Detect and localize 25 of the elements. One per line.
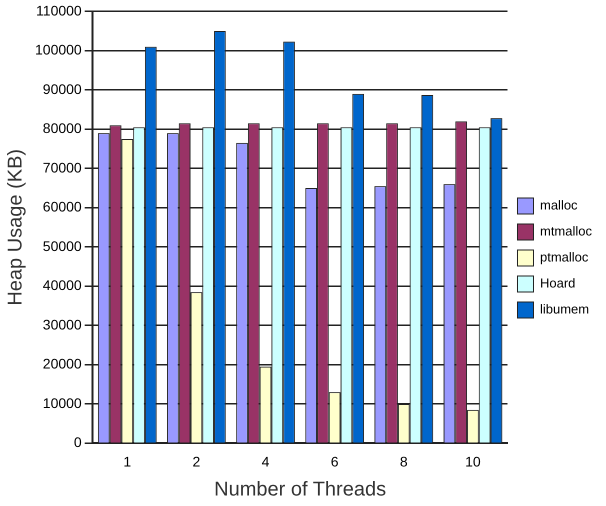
x-tick-label: 2 xyxy=(192,453,201,470)
legend-label: ptmalloc xyxy=(540,250,589,265)
y-tick-label: 60000 xyxy=(42,198,82,215)
y-tick-label: 100000 xyxy=(35,42,82,58)
y-tick-label: 90000 xyxy=(42,80,82,97)
x-tick-label: 4 xyxy=(262,453,270,470)
legend-label: mtmalloc xyxy=(540,224,592,239)
x-tick-label: 1 xyxy=(123,453,132,470)
x-tick-label: 8 xyxy=(400,453,408,470)
x-tick-label: 10 xyxy=(465,453,481,470)
y-tick-label: 40000 xyxy=(42,277,82,294)
y-tick-label: 80000 xyxy=(42,120,82,136)
x-axis-title: Number of Threads xyxy=(214,478,386,501)
y-tick-label: 70000 xyxy=(42,159,82,176)
y-tick-label: 50000 xyxy=(42,238,82,254)
legend-label: malloc xyxy=(540,198,578,213)
y-axis-title: Heap Usage (KB) xyxy=(4,148,27,306)
legend-label: Hoard xyxy=(540,276,576,291)
y-tick-label: 20000 xyxy=(42,356,82,372)
y-tick-label: 30000 xyxy=(42,316,82,332)
y-tick-label: 10000 xyxy=(42,394,82,411)
y-tick-label: 110000 xyxy=(36,2,82,18)
legend-label: libumem xyxy=(540,302,590,317)
x-tick-label: 6 xyxy=(330,453,339,470)
y-tick-label: 0 xyxy=(74,434,82,450)
